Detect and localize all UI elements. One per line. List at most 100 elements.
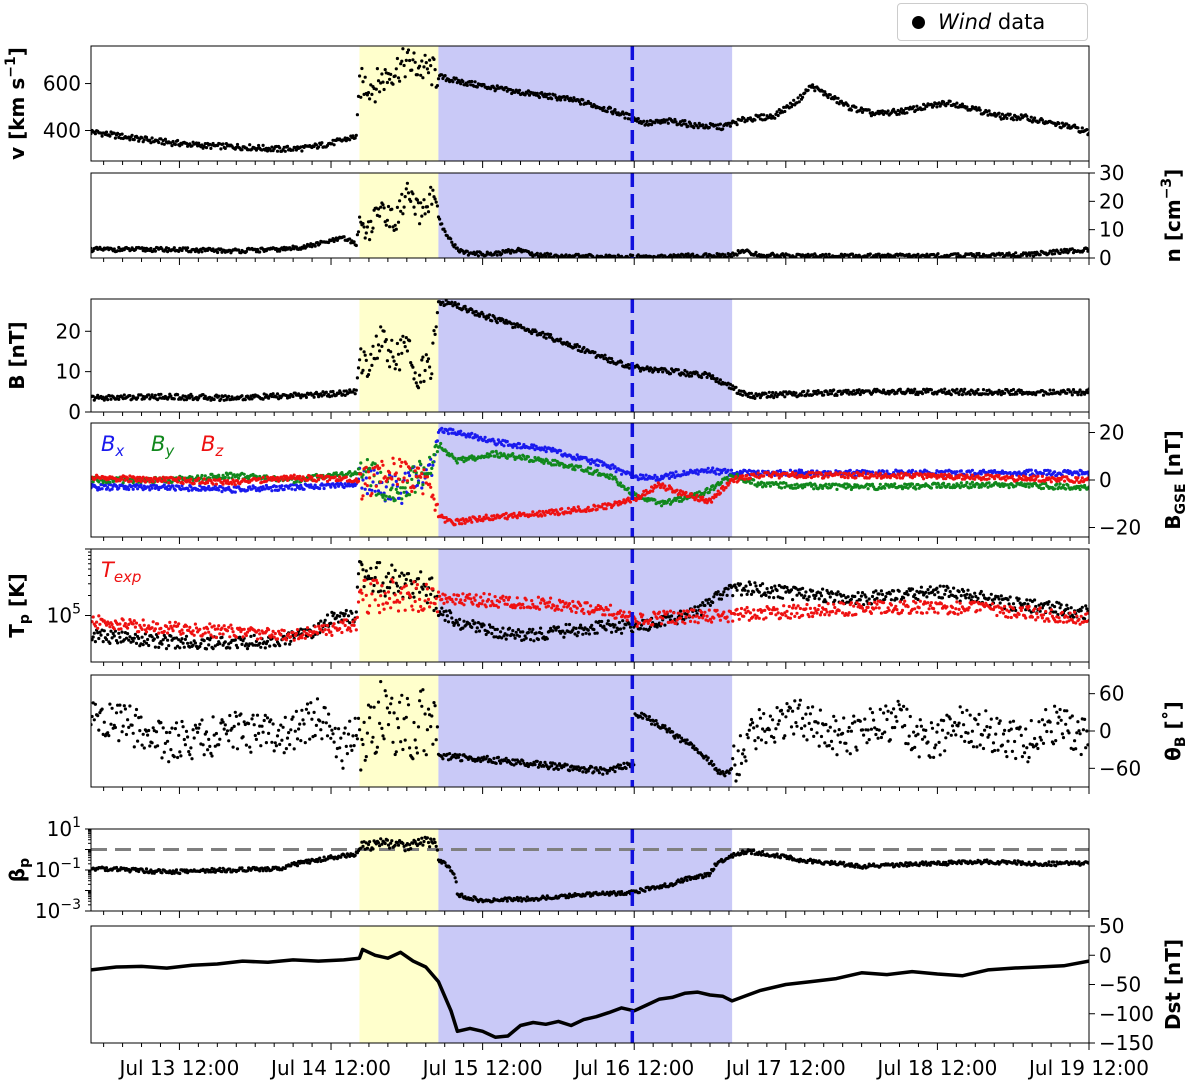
data-point-By <box>493 454 497 458</box>
data-point-v <box>454 76 458 80</box>
data-point-v <box>849 108 854 112</box>
data-point-v <box>421 76 425 80</box>
data-point-v <box>897 112 901 116</box>
data-point-By <box>1014 484 1018 488</box>
data-point-By <box>494 449 498 453</box>
data-point-n <box>404 187 408 191</box>
data-point-B <box>441 300 445 304</box>
data-point-B <box>224 398 228 402</box>
data-point-n <box>390 207 394 211</box>
data-point-Bx <box>1008 471 1012 475</box>
data-point-v <box>969 107 973 111</box>
data-point-By <box>520 457 524 461</box>
data-point-B <box>433 332 437 336</box>
data-point-B <box>413 371 417 375</box>
data-point-n <box>166 250 170 254</box>
data-point-v <box>692 126 696 130</box>
data-point-v <box>867 108 871 112</box>
data-point-B <box>947 389 951 393</box>
data-point-B <box>108 394 112 398</box>
data-point-v <box>803 91 807 95</box>
data-point-v <box>993 111 997 115</box>
data-point-B <box>248 397 252 401</box>
data-point-n <box>423 212 427 216</box>
data-point-n <box>868 252 872 256</box>
data-point-Bz <box>163 479 167 483</box>
data-point-v <box>418 64 422 68</box>
data-point-By <box>394 487 398 491</box>
data-point-B <box>486 315 490 320</box>
data-point-B <box>1071 388 1076 392</box>
data-point-Bx <box>710 468 714 472</box>
data-point-n <box>258 250 262 254</box>
data-point-B <box>957 392 961 396</box>
data-point-B <box>217 394 221 398</box>
data-point-By <box>622 485 626 489</box>
data-point-v <box>828 93 832 97</box>
data-point-n <box>313 244 317 248</box>
data-point-Bx <box>363 487 367 491</box>
data-point-B <box>806 389 810 393</box>
data-point-B <box>772 396 776 400</box>
data-point-Bx <box>207 484 211 489</box>
data-point-B <box>856 390 860 394</box>
data-point-B <box>403 345 407 349</box>
data-point-Bx <box>574 458 578 462</box>
data-point-Bz <box>182 476 186 480</box>
data-point-v <box>410 68 414 72</box>
data-point-B <box>955 387 959 391</box>
data-point-B <box>404 336 408 340</box>
data-point-n <box>396 220 401 224</box>
data-point-Bx <box>451 428 455 432</box>
data-point-By <box>929 486 934 490</box>
data-point-Bz <box>202 477 206 481</box>
data-point-B <box>402 340 406 344</box>
data-point-By <box>1053 487 1057 491</box>
data-point-Bz <box>361 494 365 498</box>
data-point-Bx <box>103 483 107 487</box>
data-point-B <box>91 394 95 398</box>
data-point-v <box>836 96 840 100</box>
data-point-B <box>190 394 194 398</box>
data-point-By <box>761 485 765 489</box>
data-point-B <box>474 309 478 314</box>
data-point-v <box>159 137 163 141</box>
data-point-v <box>163 137 167 141</box>
data-point-n <box>783 255 787 258</box>
data-point-n <box>384 223 388 227</box>
data-point-By <box>789 483 794 487</box>
data-point-Bz <box>197 476 201 480</box>
data-point-By <box>784 481 788 485</box>
data-point-B <box>299 396 303 400</box>
data-point-B <box>519 323 523 327</box>
data-point-B <box>274 395 278 399</box>
data-point-B <box>695 371 699 375</box>
data-point-By <box>589 466 593 470</box>
data-point-B <box>385 359 389 363</box>
data-point-B <box>962 390 966 394</box>
data-point-v <box>846 104 850 108</box>
data-point-v <box>436 77 441 81</box>
shaded-region <box>438 173 733 258</box>
data-point-By <box>678 495 683 500</box>
data-point-By <box>595 468 599 472</box>
data-point-n <box>356 230 361 234</box>
data-point-B <box>430 372 434 376</box>
data-point-Bx <box>95 486 99 490</box>
data-point-Bz <box>370 491 374 496</box>
data-point-B <box>414 381 418 385</box>
data-point-Bx <box>918 469 922 473</box>
data-point-Bz <box>225 479 230 483</box>
data-point-v <box>636 117 640 121</box>
data-point-n <box>395 205 399 209</box>
data-point-B <box>382 329 386 333</box>
data-point-Bx <box>360 486 364 490</box>
data-point-Bz <box>344 475 348 479</box>
data-point-n <box>686 252 690 256</box>
data-point-B <box>892 389 896 393</box>
data-point-By <box>682 497 686 501</box>
data-point-n <box>974 254 978 258</box>
data-point-v <box>132 138 136 142</box>
data-point-By <box>607 476 612 480</box>
